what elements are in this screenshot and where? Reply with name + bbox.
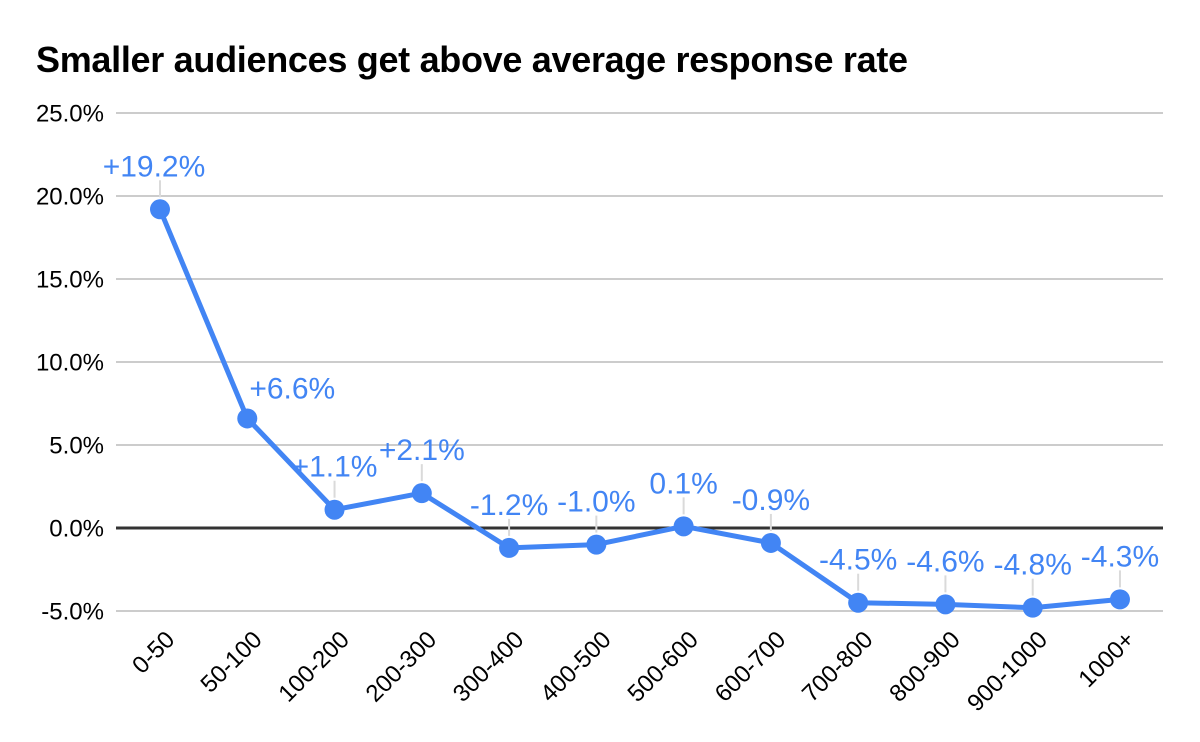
x-axis-tick-label: 500-600 — [622, 626, 703, 707]
data-label: +2.1% — [379, 434, 465, 467]
y-axis-tick-label: 10.0% — [36, 350, 104, 377]
data-point — [150, 199, 170, 220]
data-point — [673, 516, 694, 537]
x-axis-tick-label: 300-400 — [448, 626, 529, 707]
x-axis-tick-label: 900-1000 — [962, 626, 1053, 717]
x-axis-tick-label: 200-300 — [361, 626, 442, 707]
x-axis-tick-label: 100-200 — [273, 626, 354, 707]
y-axis-tick-label: 25.0% — [36, 101, 104, 128]
y-axis-tick-label: 0.0% — [49, 516, 104, 543]
data-point — [411, 483, 432, 504]
data-point — [237, 408, 258, 429]
x-axis-tick-label: 1000+ — [1073, 626, 1140, 693]
data-point — [324, 499, 345, 520]
data-point — [848, 592, 869, 613]
x-axis-tick-label: 700-800 — [797, 626, 878, 707]
data-point — [586, 534, 607, 555]
data-point — [1022, 597, 1043, 618]
data-point — [935, 594, 956, 615]
x-axis-tick-label: 800-900 — [884, 626, 965, 707]
data-label: +6.6% — [249, 372, 335, 405]
data-point — [760, 532, 781, 553]
data-label: +19.2% — [103, 150, 206, 183]
x-axis-tick-label: 400-500 — [535, 626, 616, 707]
y-axis-tick-label: 5.0% — [49, 433, 104, 460]
data-label: -4.3% — [1081, 540, 1159, 573]
data-label: -4.8% — [994, 549, 1072, 582]
data-label: -1.0% — [557, 486, 635, 519]
data-label: -1.2% — [470, 489, 548, 522]
x-axis-tick-label: 50-100 — [196, 626, 268, 698]
chart-title: Smaller audiences get above average resp… — [36, 39, 908, 80]
data-point — [1109, 589, 1130, 610]
x-axis-tick-label: 0-50 — [127, 626, 180, 679]
y-axis-tick-label: -5.0% — [41, 599, 104, 626]
data-label: -4.5% — [819, 544, 897, 577]
data-label: -0.9% — [732, 484, 810, 517]
series-line — [157, 206, 1123, 611]
data-label: +1.1% — [292, 451, 378, 484]
data-label: -4.6% — [906, 545, 984, 578]
x-axis-tick-label: 600-700 — [710, 626, 791, 707]
data-point — [499, 537, 520, 558]
data-label: 0.1% — [649, 467, 717, 500]
y-axis-tick-label: 20.0% — [36, 184, 104, 211]
y-axis-tick-label: 15.0% — [36, 267, 104, 294]
